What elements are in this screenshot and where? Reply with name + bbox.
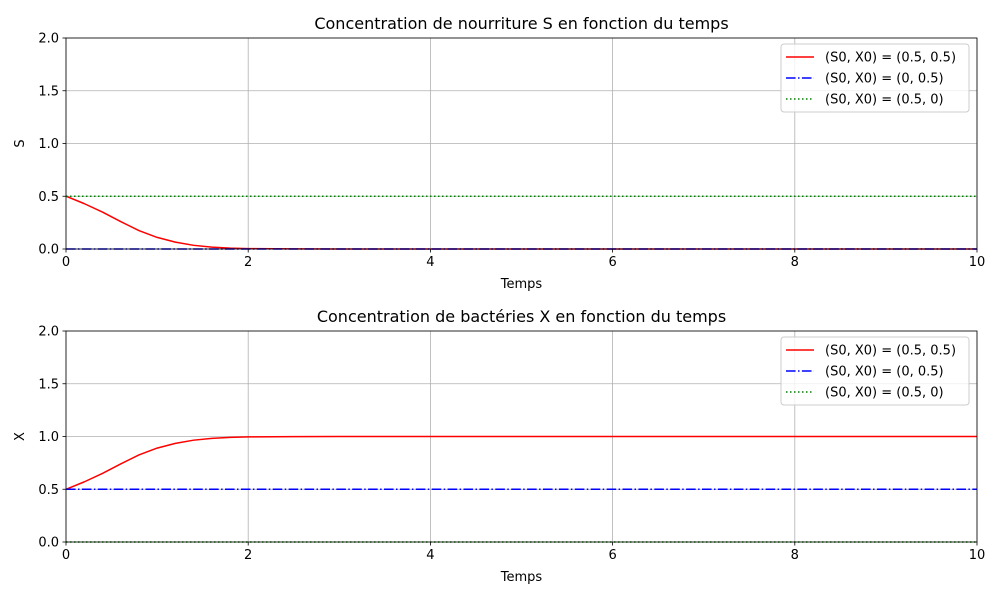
x-axis-label: Temps [500, 277, 543, 292]
x-tick-label: 0 [62, 548, 70, 563]
series-group [66, 435, 977, 543]
y-tick-label: 0.5 [38, 190, 59, 205]
y-axis-label: S [13, 139, 28, 147]
series-line-1 [66, 435, 977, 490]
x-tick-label: 8 [791, 255, 799, 270]
x-tick-label: 10 [969, 255, 986, 270]
legend-label: (S0, X0) = (0.5, 0.5) [825, 51, 956, 66]
chart-title: Concentration de bactéries X en fonction… [317, 307, 726, 326]
chart-2: 0 2 4 6 8 10 0.0 0.5 1.0 1.5 2.0 Concentration de b… [13, 307, 985, 585]
legend-label: (S0, X0) = (0.5, 0.5) [825, 344, 956, 359]
x-tick-label: 0 [62, 255, 70, 270]
y-axis-label: X [13, 432, 28, 441]
y-tick-label: 0.5 [38, 483, 59, 498]
x-tick-label: 6 [608, 255, 616, 270]
y-tick-label: 0.0 [38, 536, 59, 551]
x-tick-label: 4 [426, 548, 434, 563]
legend-label: (S0, X0) = (0, 0.5) [825, 72, 944, 87]
x-axis-label: Temps [500, 570, 543, 585]
y-tick-label: 1.0 [38, 430, 59, 445]
y-tick-label: 1.5 [38, 84, 59, 99]
y-tick-label: 1.5 [38, 377, 59, 392]
y-tick-label: 2.0 [38, 32, 59, 47]
legend-label: (S0, X0) = (0.5, 0) [825, 93, 944, 108]
x-tick-label: 2 [244, 548, 252, 563]
x-tick-label: 10 [969, 548, 986, 563]
legend-label: (S0, X0) = (0.5, 0) [825, 386, 944, 401]
legend-box [780, 43, 970, 113]
chart-1: 0 2 4 6 8 10 0.0 0.5 1.0 1.5 2.0 Concentration de n… [13, 14, 985, 292]
x-tick-label: 6 [608, 548, 616, 563]
y-tick-label: 0.0 [38, 243, 59, 258]
chart-title: Concentration de nourriture S en fonctio… [314, 14, 728, 33]
legend-box [780, 336, 970, 406]
x-tick-label: 4 [426, 255, 434, 270]
y-tick-label: 2.0 [38, 325, 59, 340]
legend-label: (S0, X0) = (0, 0.5) [825, 365, 944, 380]
legend: (S0, X0) = (0.5, 0.5) (S0, X0) = (0, 0.5)… [780, 43, 970, 113]
x-tick-label: 2 [244, 255, 252, 270]
legend: (S0, X0) = (0.5, 0.5) (S0, X0) = (0, 0.5)… [780, 336, 970, 406]
y-tick-label: 1.0 [38, 137, 59, 152]
x-tick-label: 8 [791, 548, 799, 563]
